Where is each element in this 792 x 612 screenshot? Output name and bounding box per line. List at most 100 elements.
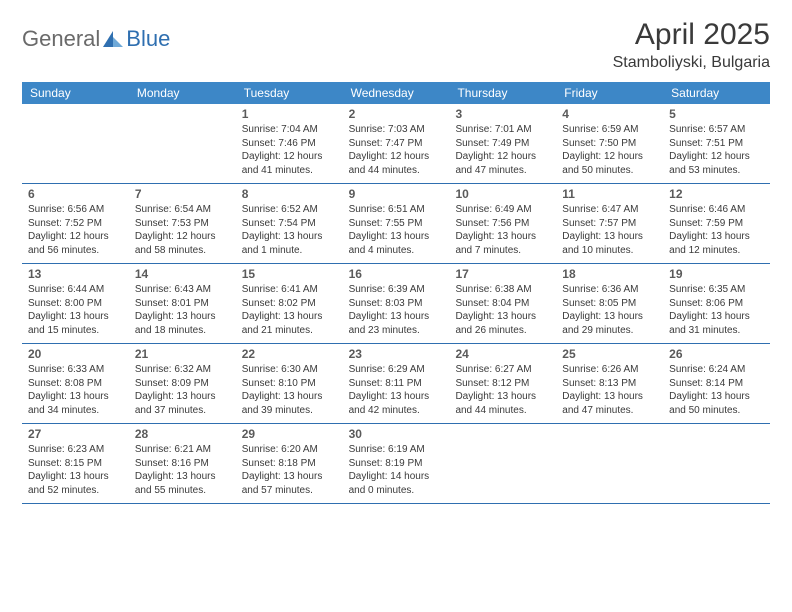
day-line: Sunset: 7:47 PM bbox=[349, 137, 444, 151]
day-line: and 7 minutes. bbox=[455, 244, 550, 258]
dow-tue: Tuesday bbox=[236, 82, 343, 104]
week-row: 1Sunrise: 7:04 AMSunset: 7:46 PMDaylight… bbox=[22, 104, 770, 184]
week-row: 6Sunrise: 6:56 AMSunset: 7:52 PMDaylight… bbox=[22, 184, 770, 264]
day-line: Sunset: 7:56 PM bbox=[455, 217, 550, 231]
day-cell: 16Sunrise: 6:39 AMSunset: 8:03 PMDayligh… bbox=[343, 264, 450, 343]
day-line: Daylight: 13 hours bbox=[349, 230, 444, 244]
day-line: Sunset: 7:59 PM bbox=[669, 217, 764, 231]
day-line: Daylight: 13 hours bbox=[455, 310, 550, 324]
week-row: 27Sunrise: 6:23 AMSunset: 8:15 PMDayligh… bbox=[22, 424, 770, 504]
day-line: Sunrise: 6:51 AM bbox=[349, 203, 444, 217]
day-line: and 15 minutes. bbox=[28, 324, 123, 338]
day-cell: 5Sunrise: 6:57 AMSunset: 7:51 PMDaylight… bbox=[663, 104, 770, 183]
day-line: Sunrise: 7:04 AM bbox=[242, 123, 337, 137]
day-line: Daylight: 12 hours bbox=[349, 150, 444, 164]
day-line: Sunset: 8:19 PM bbox=[349, 457, 444, 471]
day-line: Sunset: 8:01 PM bbox=[135, 297, 230, 311]
day-cell bbox=[129, 104, 236, 183]
day-line: Daylight: 13 hours bbox=[669, 310, 764, 324]
day-line: Sunrise: 6:47 AM bbox=[562, 203, 657, 217]
day-number: 3 bbox=[455, 107, 550, 121]
day-number: 16 bbox=[349, 267, 444, 281]
dow-fri: Friday bbox=[556, 82, 663, 104]
day-line: and 23 minutes. bbox=[349, 324, 444, 338]
day-cell: 21Sunrise: 6:32 AMSunset: 8:09 PMDayligh… bbox=[129, 344, 236, 423]
calendar-page: General Blue April 2025 Stamboliyski, Bu… bbox=[0, 0, 792, 522]
day-cell: 13Sunrise: 6:44 AMSunset: 8:00 PMDayligh… bbox=[22, 264, 129, 343]
day-line: and 47 minutes. bbox=[455, 164, 550, 178]
day-line: Sunset: 8:11 PM bbox=[349, 377, 444, 391]
day-line: Daylight: 12 hours bbox=[562, 150, 657, 164]
day-line: Sunset: 8:14 PM bbox=[669, 377, 764, 391]
day-cell: 14Sunrise: 6:43 AMSunset: 8:01 PMDayligh… bbox=[129, 264, 236, 343]
day-line: and 58 minutes. bbox=[135, 244, 230, 258]
day-line: Sunrise: 6:24 AM bbox=[669, 363, 764, 377]
day-line: and 44 minutes. bbox=[349, 164, 444, 178]
day-line: Daylight: 13 hours bbox=[669, 390, 764, 404]
day-cell: 26Sunrise: 6:24 AMSunset: 8:14 PMDayligh… bbox=[663, 344, 770, 423]
day-line: Sunrise: 6:19 AM bbox=[349, 443, 444, 457]
day-line: Daylight: 13 hours bbox=[349, 390, 444, 404]
day-line: Daylight: 13 hours bbox=[242, 230, 337, 244]
day-line: Sunrise: 6:30 AM bbox=[242, 363, 337, 377]
day-line: and 29 minutes. bbox=[562, 324, 657, 338]
day-number: 5 bbox=[669, 107, 764, 121]
day-line: Sunset: 7:50 PM bbox=[562, 137, 657, 151]
day-cell: 2Sunrise: 7:03 AMSunset: 7:47 PMDaylight… bbox=[343, 104, 450, 183]
dow-thu: Thursday bbox=[449, 82, 556, 104]
week-row: 20Sunrise: 6:33 AMSunset: 8:08 PMDayligh… bbox=[22, 344, 770, 424]
header: General Blue April 2025 Stamboliyski, Bu… bbox=[22, 18, 770, 72]
calendar: Sunday Monday Tuesday Wednesday Thursday… bbox=[22, 82, 770, 504]
location: Stamboliyski, Bulgaria bbox=[613, 54, 770, 72]
day-line: Sunrise: 6:27 AM bbox=[455, 363, 550, 377]
day-cell: 22Sunrise: 6:30 AMSunset: 8:10 PMDayligh… bbox=[236, 344, 343, 423]
day-line: and 1 minute. bbox=[242, 244, 337, 258]
day-cell: 15Sunrise: 6:41 AMSunset: 8:02 PMDayligh… bbox=[236, 264, 343, 343]
day-line: Sunset: 8:03 PM bbox=[349, 297, 444, 311]
day-line: Sunrise: 6:32 AM bbox=[135, 363, 230, 377]
day-line: Sunset: 7:53 PM bbox=[135, 217, 230, 231]
day-cell bbox=[556, 424, 663, 503]
day-cell: 20Sunrise: 6:33 AMSunset: 8:08 PMDayligh… bbox=[22, 344, 129, 423]
day-number: 29 bbox=[242, 427, 337, 441]
day-line: Sunset: 8:02 PM bbox=[242, 297, 337, 311]
day-cell: 24Sunrise: 6:27 AMSunset: 8:12 PMDayligh… bbox=[449, 344, 556, 423]
day-line: Sunrise: 6:39 AM bbox=[349, 283, 444, 297]
day-line: and 53 minutes. bbox=[669, 164, 764, 178]
day-line: Sunrise: 6:26 AM bbox=[562, 363, 657, 377]
weeks-container: 1Sunrise: 7:04 AMSunset: 7:46 PMDaylight… bbox=[22, 104, 770, 504]
day-line: Daylight: 13 hours bbox=[562, 390, 657, 404]
day-number: 13 bbox=[28, 267, 123, 281]
day-number: 18 bbox=[562, 267, 657, 281]
day-number: 4 bbox=[562, 107, 657, 121]
day-number: 1 bbox=[242, 107, 337, 121]
day-number: 21 bbox=[135, 347, 230, 361]
day-number: 7 bbox=[135, 187, 230, 201]
day-line: Sunrise: 6:36 AM bbox=[562, 283, 657, 297]
day-line: Sunrise: 6:59 AM bbox=[562, 123, 657, 137]
day-number: 23 bbox=[349, 347, 444, 361]
day-line: Sunset: 8:04 PM bbox=[455, 297, 550, 311]
day-line: Sunset: 8:09 PM bbox=[135, 377, 230, 391]
day-line: Daylight: 13 hours bbox=[242, 310, 337, 324]
day-line: Sunrise: 6:35 AM bbox=[669, 283, 764, 297]
day-line: Daylight: 12 hours bbox=[455, 150, 550, 164]
day-line: and 10 minutes. bbox=[562, 244, 657, 258]
day-line: and 12 minutes. bbox=[669, 244, 764, 258]
day-cell bbox=[663, 424, 770, 503]
day-line: Sunrise: 6:29 AM bbox=[349, 363, 444, 377]
dow-mon: Monday bbox=[129, 82, 236, 104]
day-line: Sunrise: 6:43 AM bbox=[135, 283, 230, 297]
week-row: 13Sunrise: 6:44 AMSunset: 8:00 PMDayligh… bbox=[22, 264, 770, 344]
brand-blue: Blue bbox=[126, 26, 170, 52]
day-line: Sunset: 7:51 PM bbox=[669, 137, 764, 151]
day-number: 24 bbox=[455, 347, 550, 361]
day-line: and 52 minutes. bbox=[28, 484, 123, 498]
day-cell: 6Sunrise: 6:56 AMSunset: 7:52 PMDaylight… bbox=[22, 184, 129, 263]
day-line: Sunset: 8:18 PM bbox=[242, 457, 337, 471]
day-line: Sunrise: 7:01 AM bbox=[455, 123, 550, 137]
day-line: and 50 minutes. bbox=[562, 164, 657, 178]
day-line: and 47 minutes. bbox=[562, 404, 657, 418]
brand-mark-icon bbox=[103, 31, 123, 47]
title-block: April 2025 Stamboliyski, Bulgaria bbox=[613, 18, 770, 72]
